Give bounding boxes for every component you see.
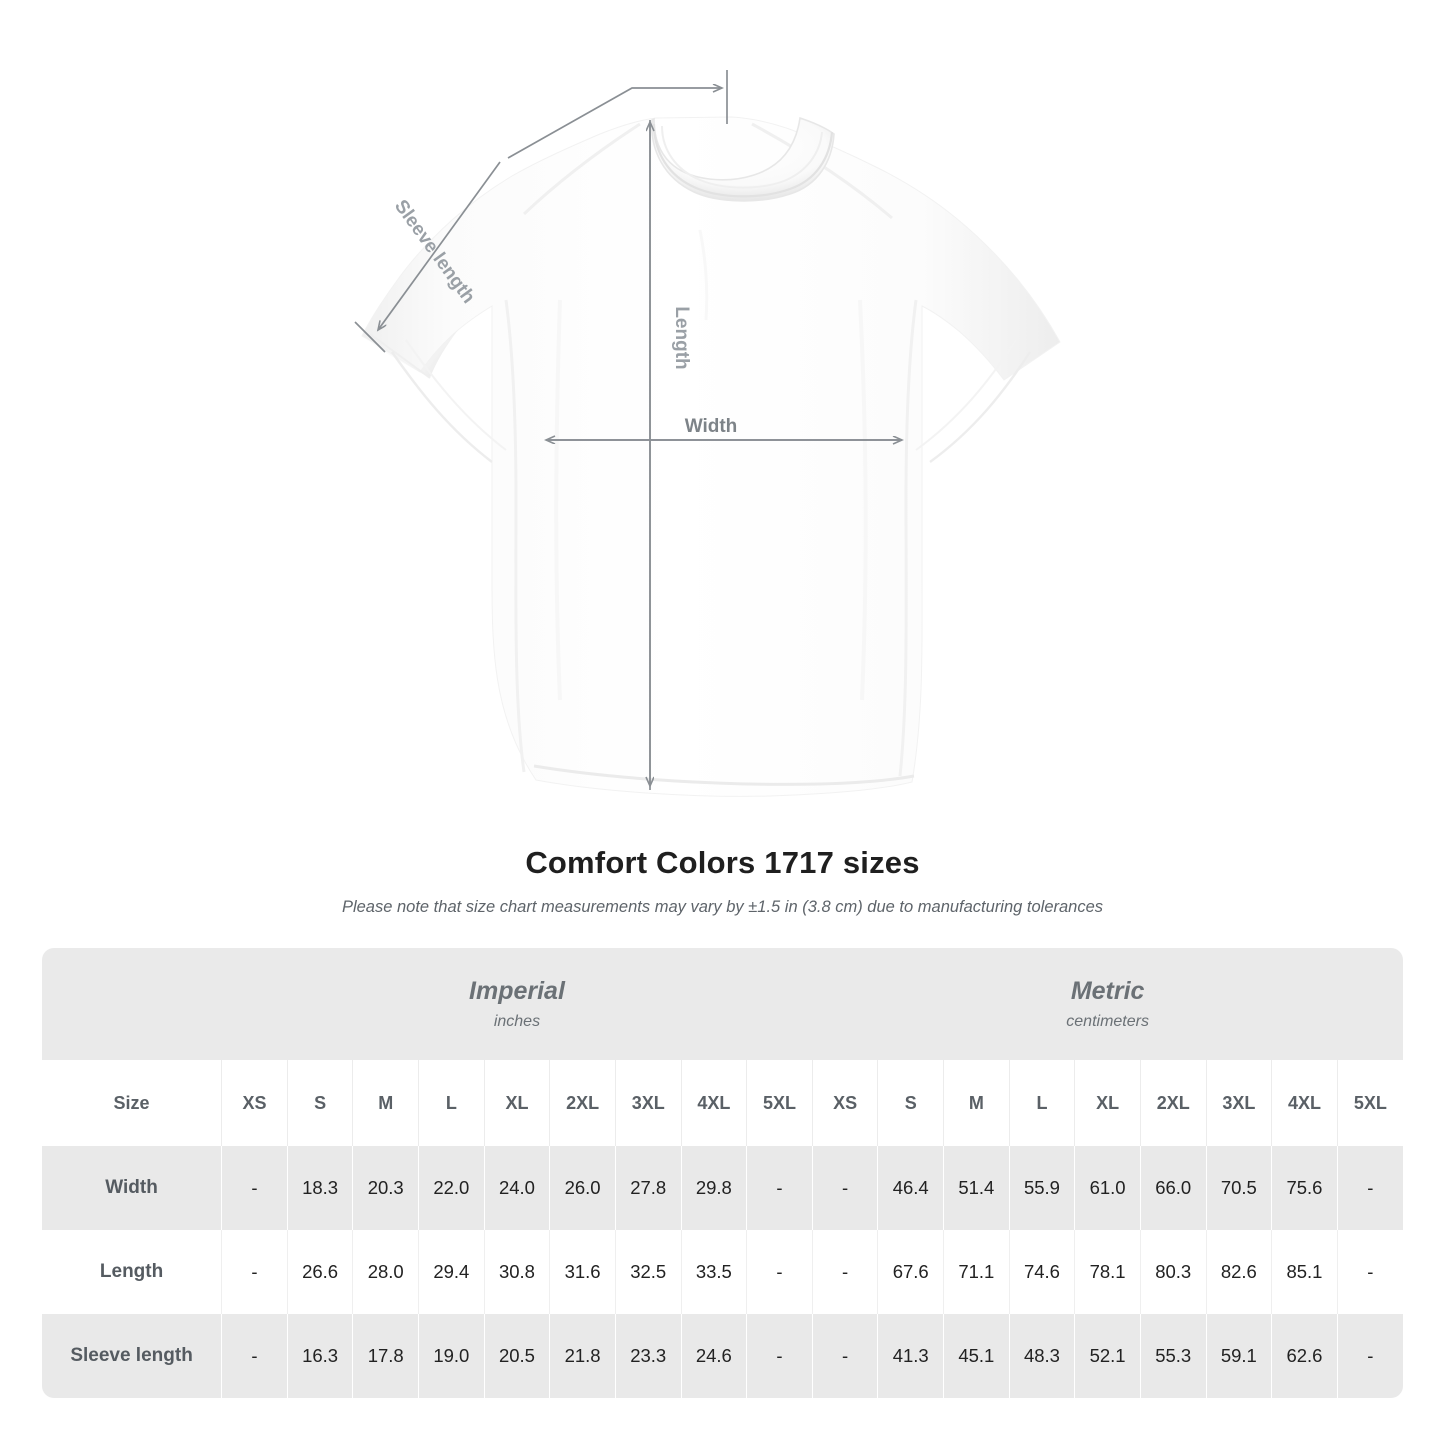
unit-header-spacer <box>42 948 222 1060</box>
row-label-width: Width <box>42 1146 222 1230</box>
tshirt-diagram: Sleeve length Length Width <box>354 70 1061 797</box>
page-title: Comfort Colors 1717 sizes <box>525 845 920 880</box>
cell-length-imperial-5xl: - <box>746 1230 813 1314</box>
size-col-metric-xs: XS <box>811 1060 878 1146</box>
cell-width-metric-l: 55.9 <box>1008 1146 1075 1230</box>
size-col-metric-xl: XL <box>1074 1060 1141 1146</box>
table-row: Width - 18.3 20.3 22.0 24.0 26.0 27.8 29… <box>42 1146 1403 1230</box>
size-col-metric-m: M <box>943 1060 1010 1146</box>
size-col-imperial-xs: XS <box>221 1060 288 1146</box>
cell-width-imperial-m: 20.3 <box>352 1146 419 1230</box>
cell-length-metric-3xl: 82.6 <box>1205 1230 1272 1314</box>
size-col-imperial-3xl: 3XL <box>614 1060 682 1146</box>
cell-width-imperial-5xl: - <box>746 1146 813 1230</box>
cell-sleeve-imperial-xl: 20.5 <box>483 1314 550 1398</box>
cell-length-metric-5xl: - <box>1336 1230 1403 1314</box>
cell-sleeve-imperial-5xl: - <box>746 1314 813 1398</box>
metric-sub: centimeters <box>1066 1013 1149 1030</box>
row-label-sleeve-length: Sleeve length <box>42 1314 222 1398</box>
cell-length-metric-l: 74.6 <box>1008 1230 1075 1314</box>
cell-sleeve-metric-xl: 52.1 <box>1074 1314 1141 1398</box>
cell-length-imperial-xl: 30.8 <box>483 1230 550 1314</box>
width-label: Width <box>685 416 738 437</box>
cell-sleeve-metric-m: 45.1 <box>943 1314 1010 1398</box>
size-col-imperial-s: S <box>286 1060 353 1146</box>
cell-length-metric-2xl: 80.3 <box>1139 1230 1207 1314</box>
size-col-metric-5xl: 5XL <box>1336 1060 1403 1146</box>
cell-length-imperial-m: 28.0 <box>352 1230 419 1314</box>
measurement-lines <box>354 70 902 790</box>
cell-width-imperial-xl: 24.0 <box>483 1146 550 1230</box>
imperial-name: Imperial <box>469 977 565 1005</box>
cell-sleeve-imperial-4xl: 24.6 <box>680 1314 747 1398</box>
imperial-sub: inches <box>493 1013 541 1030</box>
cell-length-metric-m: 71.1 <box>943 1230 1010 1314</box>
unit-header-metric: Metric centimeters <box>812 948 1403 1060</box>
size-header-row: Size XS S M L XL 2XL 3XL 4XL 5XL XS S M … <box>42 1060 1403 1146</box>
cell-sleeve-metric-4xl: 62.6 <box>1271 1314 1338 1398</box>
size-col-imperial-2xl: 2XL <box>549 1060 616 1146</box>
cell-sleeve-metric-3xl: 59.1 <box>1205 1314 1272 1398</box>
table-row: Length - 26.6 28.0 29.4 30.8 31.6 32.5 3… <box>42 1230 1403 1314</box>
size-col-imperial-5xl: 5XL <box>746 1060 813 1146</box>
cell-width-imperial-2xl: 26.0 <box>549 1146 616 1230</box>
unit-header-row: Imperial inches Metric centimeters <box>42 948 1403 1060</box>
cell-sleeve-metric-l: 48.3 <box>1008 1314 1075 1398</box>
size-col-metric-3xl: 3XL <box>1205 1060 1272 1146</box>
tshirt-silhouette <box>361 116 1061 797</box>
cell-sleeve-imperial-3xl: 23.3 <box>614 1314 682 1398</box>
unit-header-imperial: Imperial inches <box>221 948 813 1060</box>
size-col-metric-4xl: 4XL <box>1271 1060 1338 1146</box>
cell-sleeve-imperial-l: 19.0 <box>418 1314 485 1398</box>
size-table: Imperial inches Metric centimeters Size … <box>42 948 1403 1398</box>
size-col-imperial-4xl: 4XL <box>680 1060 747 1146</box>
cell-width-metric-2xl: 66.0 <box>1139 1146 1207 1230</box>
size-col-metric-s: S <box>877 1060 944 1146</box>
length-label: Length <box>671 306 692 369</box>
cell-sleeve-imperial-s: 16.3 <box>286 1314 353 1398</box>
heading-block: Comfort Colors 1717 sizes Please note th… <box>0 845 1445 917</box>
size-col-metric-l: L <box>1008 1060 1075 1146</box>
cell-length-imperial-s: 26.6 <box>286 1230 353 1314</box>
cell-sleeve-imperial-m: 17.8 <box>352 1314 419 1398</box>
cell-width-metric-s: 46.4 <box>877 1146 944 1230</box>
cell-width-metric-m: 51.4 <box>943 1146 1010 1230</box>
tolerance-note: Please note that size chart measurements… <box>341 898 1104 916</box>
metric-name: Metric <box>1070 977 1145 1005</box>
cell-sleeve-metric-2xl: 55.3 <box>1139 1314 1207 1398</box>
size-col-imperial-m: M <box>352 1060 419 1146</box>
size-col-imperial-xl: XL <box>483 1060 550 1146</box>
size-col-imperial-l: L <box>418 1060 485 1146</box>
cell-length-metric-xl: 78.1 <box>1074 1230 1141 1314</box>
row-label-length: Length <box>42 1230 222 1314</box>
cell-sleeve-imperial-2xl: 21.8 <box>549 1314 616 1398</box>
cell-sleeve-metric-s: 41.3 <box>877 1314 944 1398</box>
cell-sleeve-metric-xs: - <box>811 1314 878 1398</box>
cell-length-imperial-4xl: 33.5 <box>680 1230 747 1314</box>
cell-width-imperial-l: 22.0 <box>418 1146 485 1230</box>
cell-width-metric-xs: - <box>811 1146 878 1230</box>
cell-width-imperial-3xl: 27.8 <box>614 1146 682 1230</box>
cell-width-imperial-xs: - <box>221 1146 288 1230</box>
cell-width-metric-5xl: - <box>1336 1146 1403 1230</box>
cell-length-metric-s: 67.6 <box>877 1230 944 1314</box>
cell-width-metric-4xl: 75.6 <box>1271 1146 1338 1230</box>
cell-length-imperial-3xl: 32.5 <box>614 1230 682 1314</box>
cell-length-metric-4xl: 85.1 <box>1271 1230 1338 1314</box>
cell-length-imperial-xs: - <box>221 1230 288 1314</box>
size-table-wrapper: Imperial inches Metric centimeters Size … <box>42 948 1403 1398</box>
size-col-metric-2xl: 2XL <box>1139 1060 1207 1146</box>
cell-width-metric-3xl: 70.5 <box>1205 1146 1272 1230</box>
cell-width-metric-xl: 61.0 <box>1074 1146 1141 1230</box>
table-row: Sleeve length - 16.3 17.8 19.0 20.5 21.8… <box>42 1314 1403 1398</box>
cell-length-metric-xs: - <box>811 1230 878 1314</box>
cell-sleeve-metric-5xl: - <box>1336 1314 1403 1398</box>
cell-length-imperial-l: 29.4 <box>418 1230 485 1314</box>
size-header-label: Size <box>42 1060 222 1146</box>
cell-sleeve-imperial-xs: - <box>221 1314 288 1398</box>
cell-length-imperial-2xl: 31.6 <box>549 1230 616 1314</box>
cell-width-imperial-s: 18.3 <box>286 1146 353 1230</box>
cell-width-imperial-4xl: 29.8 <box>680 1146 747 1230</box>
